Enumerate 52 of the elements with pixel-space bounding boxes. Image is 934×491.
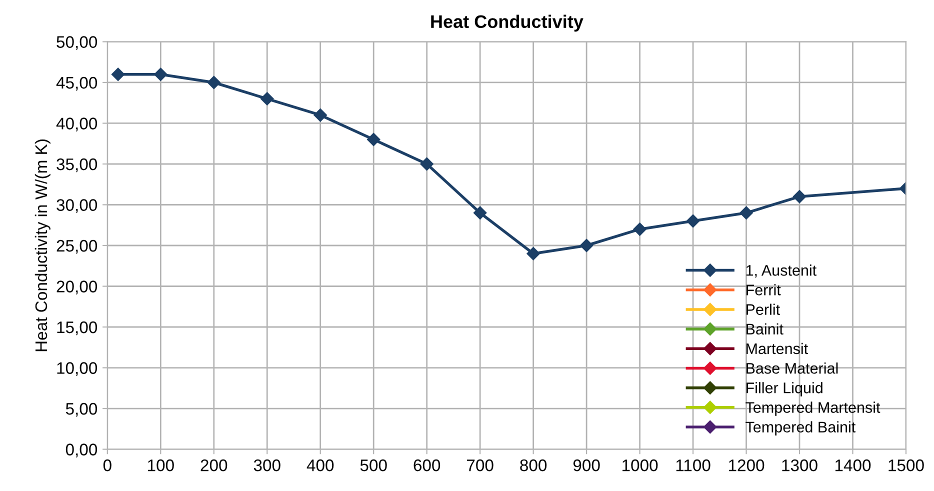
legend-label: Filler Liquid — [746, 382, 822, 396]
point — [526, 247, 540, 260]
point — [367, 132, 380, 146]
point — [633, 222, 646, 236]
x-tick-label: 0 — [103, 459, 112, 472]
x-tick-label: 100 — [148, 459, 174, 472]
y-tick-label: 45,00 — [56, 76, 98, 91]
legend-label: Tempered Bainit — [746, 421, 856, 436]
y-tick-label: 20,00 — [56, 280, 98, 294]
y-tick-label: 35,00 — [56, 158, 98, 172]
legend-label: Tempered Martensit — [746, 402, 880, 416]
point — [792, 190, 806, 204]
x-tick-label: 800 — [520, 459, 547, 472]
chart-title: Heat Conductivity — [431, 14, 584, 32]
y-tick-label: 15,00 — [57, 321, 98, 336]
point — [154, 68, 168, 81]
x-tick-label: 500 — [360, 459, 387, 472]
x-tick-label: 200 — [200, 459, 228, 472]
legend-label: Base Material — [746, 362, 838, 374]
x-tick-label: 1500 — [888, 459, 924, 472]
point — [686, 214, 700, 228]
x-tick-label: 700 — [467, 459, 494, 472]
y-tick-label: 40,00 — [56, 118, 98, 132]
x-tick-label: 1200 — [729, 459, 764, 472]
x-tick-label: 1400 — [835, 459, 871, 472]
x-tick-label: 1100 — [676, 459, 710, 472]
legend-label: Bainit — [746, 323, 784, 335]
point — [580, 238, 594, 252]
y-axis-title: Heat Conductivity in W/(m K) — [34, 140, 50, 352]
x-tick-label: 1300 — [782, 459, 818, 472]
point — [111, 68, 125, 81]
legend-label: 1, Austenit — [746, 264, 816, 278]
y-tick-label: 50,00 — [56, 36, 98, 50]
y-tick-label: 10,00 — [57, 362, 98, 376]
point — [420, 157, 434, 171]
y-tick-label: 25,00 — [56, 240, 98, 254]
y-tick-label: 5,00 — [66, 402, 98, 417]
legend-label: Ferrit — [746, 284, 781, 296]
point — [207, 76, 220, 90]
y-tick-label: 0,00 — [66, 444, 98, 458]
point — [740, 206, 753, 220]
point — [314, 108, 327, 122]
x-tick-label: 600 — [414, 459, 440, 472]
legend-label: Martensit — [746, 342, 808, 354]
legend-label: Perlit — [746, 304, 780, 315]
x-tick-label: 400 — [306, 459, 334, 472]
x-tick-label: 1000 — [622, 459, 658, 472]
y-tick-label: 30,00 — [56, 199, 98, 213]
point — [473, 206, 487, 220]
point — [260, 92, 274, 106]
x-tick-label: 900 — [573, 459, 600, 472]
x-tick-label: 300 — [254, 459, 280, 472]
